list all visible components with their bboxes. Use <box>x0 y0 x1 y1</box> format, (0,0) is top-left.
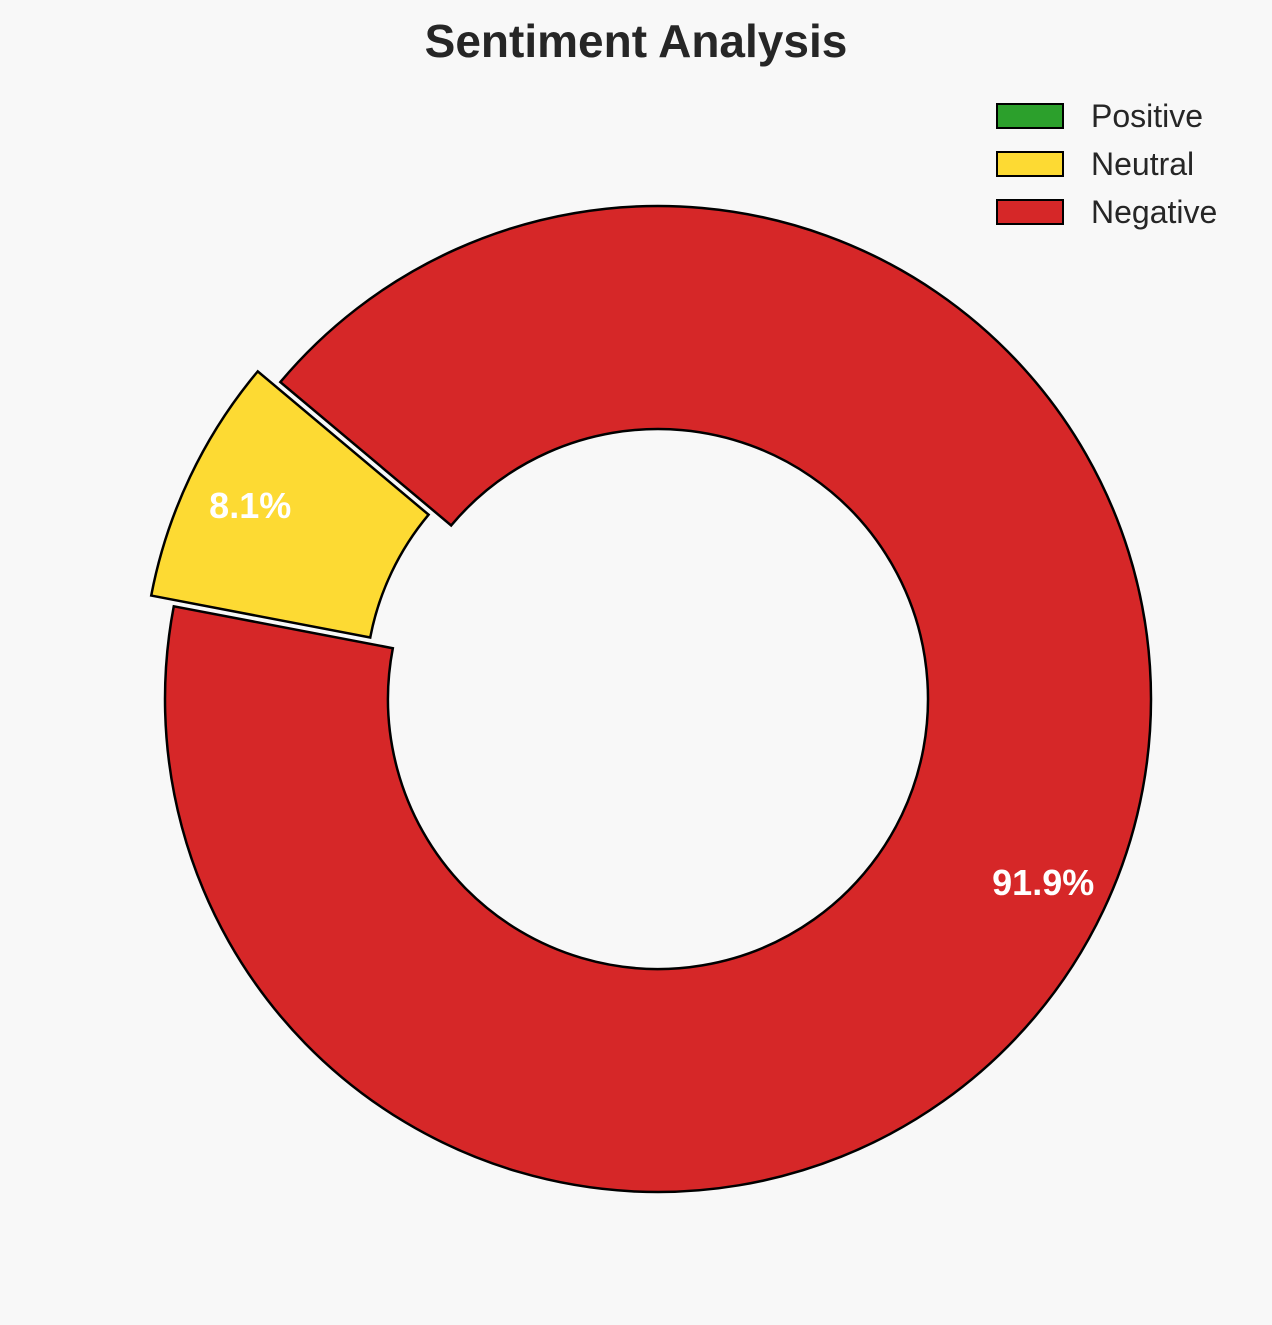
legend-swatch-negative <box>996 199 1064 225</box>
donut-slices <box>149 204 1153 1194</box>
value-label-negative: 91.9% <box>992 862 1094 903</box>
slice-neutral <box>149 369 431 639</box>
slice-negative <box>163 204 1153 1194</box>
slice-labels: 8.1% 91.9% <box>209 485 1094 903</box>
chart-title: Sentiment Analysis <box>425 15 848 67</box>
legend-swatch-positive <box>996 103 1064 129</box>
legend-label-neutral: Neutral <box>1091 146 1194 182</box>
value-label-neutral: 8.1% <box>209 485 291 526</box>
legend-label-positive: Positive <box>1091 98 1203 134</box>
legend: Positive Neutral Negative <box>996 98 1217 230</box>
legend-swatch-neutral <box>996 151 1064 177</box>
legend-label-negative: Negative <box>1091 194 1217 230</box>
